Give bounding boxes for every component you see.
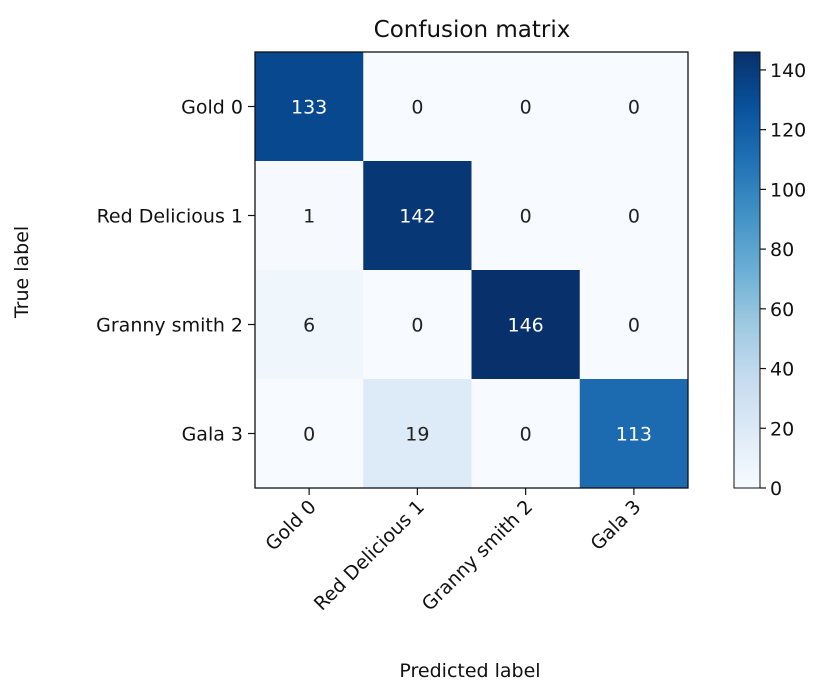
matrix-cell-value: 0: [520, 97, 532, 119]
chart-title: Confusion matrix: [374, 17, 571, 43]
y-axis-ticks: Gold 0 Red Delicious 1 Granny smith 2 Gala …: [96, 97, 255, 446]
colorbar-tick-label: 120: [770, 120, 806, 142]
x-axis-label: Predicted label: [399, 660, 540, 682]
y-tick-label: Gold 0: [181, 97, 243, 119]
matrix-cell-value: 6: [303, 315, 315, 337]
colorbar: [733, 51, 761, 489]
colorbar-tick-label: 40: [770, 359, 794, 381]
matrix-cell: [255, 270, 364, 380]
matrix-cell-value: 0: [628, 97, 640, 119]
matrix-cell: [255, 161, 364, 271]
matrix-cell: [363, 379, 472, 489]
plot-frame: [254, 51, 689, 489]
colorbar-tick-label: 20: [770, 418, 794, 440]
matrix-cell: [471, 161, 581, 271]
matrix-cell: [471, 270, 581, 380]
colorbar-tick-label: 0: [770, 478, 782, 500]
colorbar-tick-label: 100: [770, 179, 806, 201]
x-tick-label: Gala 3: [586, 496, 645, 555]
y-tick-label: Red Delicious 1: [97, 206, 243, 228]
matrix-cell-value: 146: [507, 315, 543, 337]
y-axis-label: True label: [11, 226, 33, 319]
matrix-cell: [255, 52, 364, 162]
matrix-cell-value: 19: [405, 424, 429, 446]
matrix-cell-value: 0: [628, 315, 640, 337]
matrix-cell: [363, 161, 472, 271]
matrix-cell-value: 0: [411, 97, 423, 119]
matrix-cell: [579, 270, 689, 380]
matrix-cell: [471, 52, 581, 162]
matrix-cell-value: 1: [303, 206, 315, 228]
colorbar-tick-label: 80: [770, 239, 794, 261]
matrix-cell-value: 113: [616, 424, 652, 446]
matrix-cells: [255, 52, 689, 489]
y-tick-label: Granny smith 2: [96, 315, 243, 337]
x-tick-label: Red Delicious 1: [310, 496, 429, 615]
colorbar-ticks: 0 20 40 60 80 100 120 140: [760, 60, 806, 500]
matrix-cell: [579, 52, 689, 162]
matrix-cell-value: 0: [628, 206, 640, 228]
matrix-cell: [363, 270, 472, 380]
matrix-cell-value: 133: [291, 97, 327, 119]
matrix-cell-value: 142: [399, 206, 435, 228]
x-tick-label: Granny smith 2: [418, 496, 537, 615]
matrix-cell-value: 0: [520, 206, 532, 228]
matrix-cell: [579, 161, 689, 271]
y-tick-label: Gala 3: [182, 424, 243, 446]
matrix-cell-value: 0: [303, 424, 315, 446]
matrix-cell: [579, 379, 689, 489]
colorbar-tick-label: 60: [770, 299, 794, 321]
matrix-cell-value: 0: [411, 315, 423, 337]
matrix-cell-value: 0: [520, 424, 532, 446]
matrix-cell-labels: 133 0 0 0 1 142 0 0 6 0 146 0 0 19 0 113: [291, 97, 652, 446]
colorbar-tick-label: 140: [770, 60, 806, 82]
matrix-cell: [363, 52, 472, 162]
matrix-cell: [471, 379, 581, 489]
matrix-cell: [255, 379, 364, 489]
x-tick-label: Gold 0: [261, 496, 320, 555]
